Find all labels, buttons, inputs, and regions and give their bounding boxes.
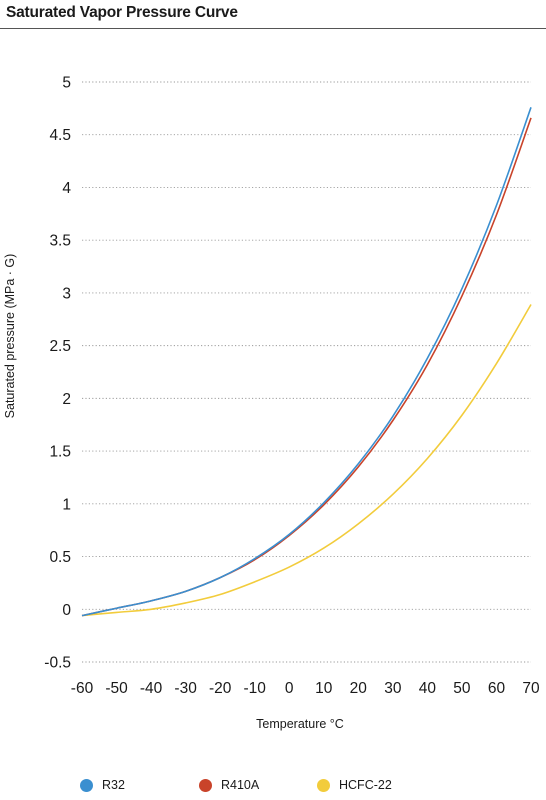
series-line-r410a (81, 117, 532, 617)
x-tick-label: 30 (384, 680, 402, 697)
y-tick-label: 1 (62, 496, 71, 513)
x-axis-label: Temperature °C (256, 717, 344, 731)
title-divider (0, 28, 546, 29)
y-tick-label: 2.5 (49, 338, 71, 355)
y-tick-label: -0.5 (44, 655, 71, 672)
series-line-hcfc-22 (81, 304, 532, 617)
y-tick-label: 0.5 (49, 549, 71, 566)
y-tick-label: 2 (62, 391, 71, 408)
x-tick-label: 0 (285, 680, 294, 697)
legend-label: R32 (102, 778, 125, 792)
legend-swatch (80, 778, 93, 792)
y-tick-label: 5 (62, 75, 71, 92)
x-tick-label: -50 (105, 680, 128, 697)
x-tick-label: -40 (140, 680, 163, 697)
x-tick-label: 40 (419, 680, 437, 697)
x-tick-label: 50 (453, 680, 471, 697)
y-tick-label: 3 (62, 285, 71, 302)
legend-swatch (317, 778, 330, 792)
x-tick-label: 10 (315, 680, 333, 697)
x-tick-label: -20 (209, 680, 232, 697)
x-tick-label: 20 (350, 680, 368, 697)
legend-label: HCFC-22 (339, 778, 392, 792)
x-tick-label: -10 (243, 680, 266, 697)
y-tick-label: 4.5 (49, 127, 71, 144)
y-tick-label: 3.5 (49, 233, 71, 250)
saturated-vapor-pressure-chart: 5 4.5 4 3.5 3 2.5 2 1.5 1 0.5 0 -0.5 -60 -50 -40 -30 -2… (3, 75, 540, 732)
legend-item-r32: R32 (80, 778, 125, 792)
chart-legend: R32 R410A HCFC-22 (0, 778, 546, 798)
legend-label: R410A (221, 778, 260, 792)
x-tick-label: 70 (522, 680, 540, 697)
x-tick-label: -60 (71, 680, 94, 697)
x-tick-label: 60 (488, 680, 506, 697)
y-tick-label: 1.5 (49, 444, 71, 461)
y-tick-label: 4 (62, 180, 71, 197)
legend-swatch (199, 778, 212, 792)
series-line-r32 (81, 107, 532, 617)
x-tick-label: -30 (174, 680, 197, 697)
y-axis-label: Saturated pressure (MPa · G) (3, 254, 17, 419)
chart-title: Saturated Vapor Pressure Curve (6, 4, 238, 21)
y-tick-label: 0 (62, 602, 71, 619)
legend-item-hcfc-22: HCFC-22 (317, 778, 392, 792)
legend-item-r410a: R410A (199, 778, 259, 792)
